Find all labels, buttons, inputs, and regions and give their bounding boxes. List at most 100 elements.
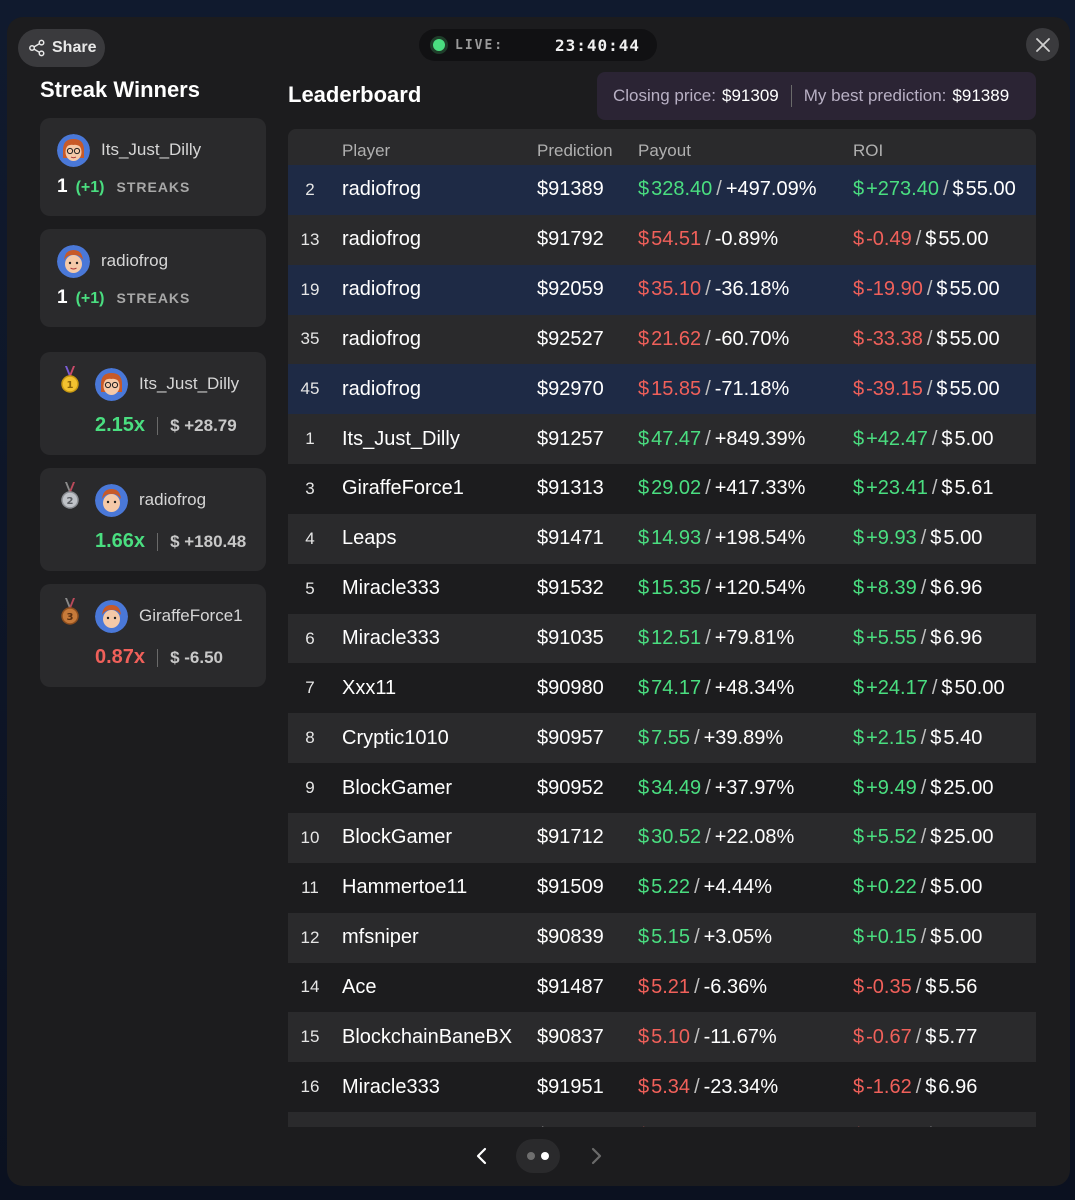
table-row[interactable]: 12 mfsniper $90839 $5.15/+3.05% $ +0.15/$5.00	[288, 912, 1036, 963]
page-dot[interactable]	[527, 1152, 535, 1160]
close-button[interactable]	[1026, 28, 1059, 61]
roi-profit: +42.47	[866, 427, 928, 450]
svg-text:3: 3	[67, 612, 74, 623]
currency-sign: $	[853, 776, 865, 799]
currency-sign: $	[853, 1125, 864, 1127]
table-row[interactable]: 15 BlockchainBaneBX $90837 $5.10/-11.67% $ -0…	[288, 1012, 1036, 1063]
col-player: Player	[342, 141, 391, 160]
roi-stake: 5.00	[954, 427, 994, 450]
table-body: 2 radiofrog $91389 $328.40/+497.09% $ +273.40…	[288, 165, 1036, 1127]
payout-percent: -0.89%	[714, 228, 779, 251]
separator: /	[920, 577, 927, 600]
roi-profit: -0.67	[866, 1025, 912, 1048]
table-row[interactable]: 2 radiofrog $91389 $328.40/+497.09% $ +273.40…	[288, 165, 1036, 215]
separator: /	[694, 876, 700, 899]
row-payout: $5.22/+4.44%	[638, 876, 772, 899]
separator: /	[926, 327, 933, 350]
separator: /	[942, 178, 949, 201]
streak-label: STREAKS	[116, 290, 191, 306]
table-row[interactable]: 4 Leaps $91471 $14.93/+198.54% $ +9.93/$5.00	[288, 513, 1036, 564]
chevron-left-icon[interactable]	[471, 1145, 493, 1167]
separator: /	[920, 627, 927, 650]
currency-sign: $	[638, 178, 650, 201]
avatar	[57, 134, 90, 167]
currency-sign: $	[638, 726, 650, 749]
row-prediction: $91712	[537, 826, 604, 849]
roi-stake: 6.96	[943, 577, 983, 600]
leaderboard-table[interactable]: Player Prediction Payout ROI 2 radiofrog $…	[288, 129, 1036, 1127]
table-row[interactable]: 14 Ace $91487 $5.21/-6.36% $ -0.35/$5.56	[288, 962, 1036, 1013]
table-row[interactable]: 11 Hammertoe11 $91509 $5.22/+4.44% $ +0.22/$5…	[288, 862, 1036, 913]
table-row[interactable]: 17Cryptic1010$90851$4.04/-25.12%$-1.36/$…	[288, 1112, 1036, 1127]
payout-amount: 5.22	[651, 876, 691, 899]
table-row[interactable]: 7 Xxx11 $90980 $74.17/+48.34% $ +24.17/$50.00	[288, 663, 1036, 714]
divider	[790, 85, 792, 107]
separator: /	[931, 676, 938, 699]
currency-sign: $	[853, 278, 865, 301]
table-row[interactable]: 10 BlockGamer $91712 $30.52/+22.08% $ +5.52/$…	[288, 812, 1036, 863]
roi-profit: +273.40	[866, 178, 939, 201]
currency-sign: $	[853, 1075, 865, 1098]
roi-stake: 25.00	[943, 776, 994, 799]
currency-sign: $	[930, 776, 942, 799]
row-roi: $ +5.55/$6.96	[853, 627, 982, 650]
currency-sign: $	[853, 676, 865, 699]
streak-delta: (+1)	[75, 179, 105, 196]
row-rank: 2	[305, 179, 315, 199]
currency-sign: $	[925, 1125, 936, 1127]
countdown-time: 23:40:44	[555, 35, 641, 55]
row-roi: $-1.36/$5.40	[853, 1125, 977, 1127]
table-row[interactable]: 35 radiofrog $92527 $21.62/-60.70% $ -33.38/$…	[288, 314, 1036, 365]
roi-profit: +9.93	[866, 527, 917, 550]
table-row[interactable]: 3 GiraffeForce1 $91313 $29.02/+417.33% $ +23.…	[288, 464, 1036, 514]
table-row[interactable]: 9 BlockGamer $90952 $34.49/+37.97% $ +9.49/$2…	[288, 763, 1036, 813]
row-payout: $5.10/-11.67%	[638, 1026, 777, 1049]
row-rank: 4	[305, 528, 315, 548]
row-payout: $74.17/+48.34%	[638, 677, 794, 700]
row-roi: $ -39.15/$55.00	[853, 378, 1000, 401]
roi-profit: -0.49	[866, 228, 912, 251]
roi-stake: 55.00	[965, 178, 1016, 201]
currency-sign: $	[853, 826, 865, 849]
page-dot-active[interactable]	[541, 1152, 549, 1160]
row-roi: $ +8.39/$6.96	[853, 577, 982, 600]
row-rank: 9	[305, 778, 315, 798]
avatar	[95, 368, 128, 401]
currency-sign: $	[930, 926, 942, 949]
divider	[157, 416, 159, 435]
separator: /	[920, 527, 927, 550]
row-payout: $14.93/+198.54%	[638, 527, 805, 550]
gold-medal-icon: 1	[60, 366, 80, 394]
currency-sign: $	[853, 228, 865, 251]
live-timer: LIVE: 23:40:44	[419, 29, 657, 61]
row-rank: 16	[300, 1077, 320, 1097]
roi-stake: 5.00	[943, 527, 983, 550]
table-row[interactable]: 16 Miracle333 $91951 $5.34/-23.34% $ -1.62/$6…	[288, 1062, 1036, 1113]
share-button[interactable]: Share	[18, 29, 105, 67]
table-row[interactable]: 5 Miracle333 $91532 $15.35/+120.54% $ +8.39/$…	[288, 563, 1036, 614]
table-row[interactable]: 19 radiofrog $92059 $35.10/-36.18% $ -19.90/$…	[288, 264, 1036, 315]
table-row[interactable]: 8 Cryptic1010 $90957 $7.55/+39.89% $ +2.15/$5…	[288, 713, 1036, 764]
payout-amount: 15.85	[651, 377, 702, 400]
rank-payout: $ -6.50	[170, 647, 223, 667]
currency-sign: $	[936, 377, 948, 400]
currency-sign: $	[638, 327, 650, 350]
chevron-right-icon[interactable]	[585, 1145, 607, 1167]
row-player: BlockGamer	[342, 826, 453, 849]
payout-percent: +22.08%	[714, 826, 795, 849]
row-roi: $ +23.41/$5.61	[853, 477, 993, 500]
separator: /	[694, 1125, 700, 1127]
table-row[interactable]: 1 Its_Just_Dilly $91257 $47.47/+849.39% $ +42…	[288, 414, 1036, 465]
table-row[interactable]: 6 Miracle333 $91035 $12.51/+79.81% $ +5.55/$6…	[288, 613, 1036, 664]
row-rank: 8	[305, 728, 315, 748]
row-prediction: $91389	[537, 178, 604, 201]
currency-sign: $	[638, 1125, 649, 1127]
row-rank: 35	[300, 329, 320, 349]
payout-percent: -23.34%	[703, 1075, 779, 1098]
currency-sign: $	[936, 278, 948, 301]
table-row[interactable]: 13 radiofrog $91792 $54.51/-0.89% $ -0.49/$55…	[288, 214, 1036, 265]
row-roi: $ +9.93/$5.00	[853, 527, 982, 550]
table-row[interactable]: 45 radiofrog $92970 $15.85/-71.18% $ -39.15/$…	[288, 364, 1036, 415]
roi-profit: -39.15	[866, 377, 923, 400]
silver-medal-icon: 2	[60, 482, 80, 510]
